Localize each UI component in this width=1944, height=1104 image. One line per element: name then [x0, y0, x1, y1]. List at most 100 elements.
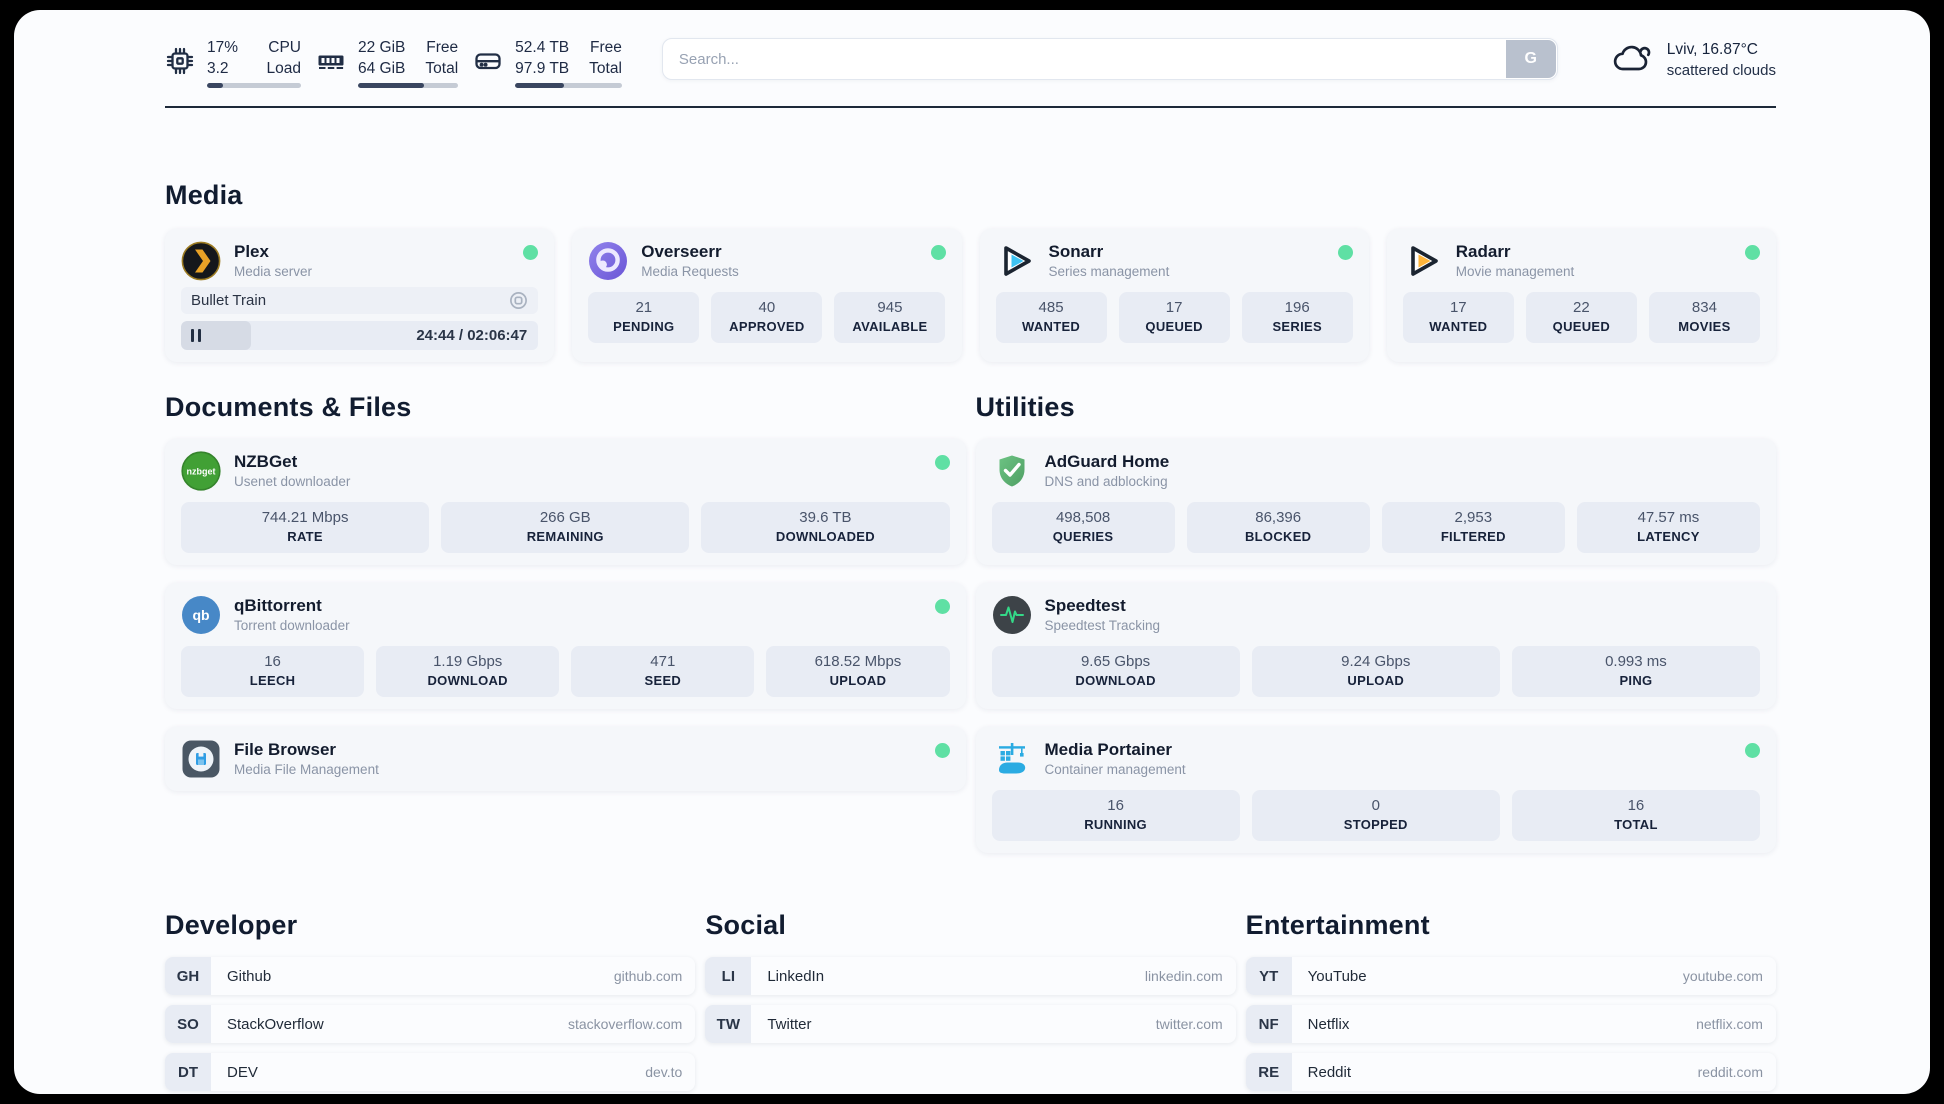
- link-badge: RE: [1245, 1053, 1292, 1091]
- stat-box: 16 LEECH: [181, 646, 365, 697]
- qbittorrent-icon: qb: [181, 595, 221, 635]
- link-netflix[interactable]: NF Netflix netflix.com: [1245, 1005, 1776, 1043]
- app-name: Radarr: [1455, 242, 1511, 261]
- disk-labels: Free Total: [589, 39, 622, 77]
- stat-box: 17 WANTED: [1402, 292, 1514, 343]
- app-subtitle: Container management: [1044, 762, 1186, 777]
- link-badge: DT: [165, 1053, 211, 1091]
- nzbget-icon: nzbget: [181, 451, 221, 491]
- stat-box: 39.6 TB DOWNLOADED: [701, 502, 950, 553]
- stat-box: 945 AVAILABLE: [834, 292, 946, 343]
- link-twitter[interactable]: TW Twitter twitter.com: [705, 1005, 1236, 1043]
- speedtest-card[interactable]: Speedtest Speedtest Tracking 9.65 Gbps D…: [975, 583, 1776, 709]
- stat-value: 945: [877, 299, 903, 316]
- stat-value: 485: [1038, 299, 1064, 316]
- stat-box: 471 SEED: [571, 646, 755, 697]
- link-url: reddit.com: [1697, 1064, 1763, 1080]
- cpu-values: 17% 3.2: [207, 39, 239, 77]
- link-name: Github: [227, 967, 272, 985]
- weather-location-temp: Lviv, 16.87°C: [1666, 41, 1758, 58]
- link-name: DEV: [227, 1063, 258, 1081]
- stat-value: 0: [1371, 797, 1380, 814]
- pause-button[interactable]: [191, 321, 201, 350]
- link-stackoverflow[interactable]: SO StackOverflow stackoverflow.com: [165, 1005, 696, 1043]
- link-reddit[interactable]: RE Reddit reddit.com: [1245, 1053, 1776, 1091]
- stat-value: 22: [1573, 299, 1590, 316]
- stat-label: LATENCY: [1637, 529, 1700, 544]
- overseerr-icon: [588, 241, 628, 281]
- status-dot-online: [934, 743, 950, 758]
- stat-value: 471: [650, 653, 676, 670]
- qbittorrent-card[interactable]: qb qBittorrent Torrent downloader: [165, 583, 966, 709]
- developer-section: Developer GH Github github.com SO StackO…: [165, 910, 696, 1091]
- sonarr-card[interactable]: Sonarr Series management 485 WANTED 17 Q…: [979, 229, 1369, 362]
- ram-progress-bar: [358, 83, 459, 88]
- stat-box: 2,953 FILTERED: [1381, 502, 1565, 553]
- weather-widget: Lviv, 16.87°C scattered clouds: [1610, 39, 1776, 81]
- stat-value: 196: [1284, 299, 1310, 316]
- plex-card[interactable]: Plex Media server Bullet Train: [165, 229, 555, 362]
- status-dot-online: [1745, 743, 1760, 758]
- stat-box: 485 WANTED: [995, 292, 1107, 343]
- app-subtitle: Media server: [234, 264, 313, 279]
- stat-value: 47.57 ms: [1637, 509, 1700, 526]
- cpu-labels: CPU Load: [266, 39, 301, 77]
- media-session-icon[interactable]: [509, 291, 528, 310]
- stat-label: UPLOAD: [1347, 673, 1405, 688]
- stat-label: MOVIES: [1678, 319, 1731, 334]
- status-dot-online: [1745, 245, 1760, 260]
- app-subtitle: Media File Management: [234, 762, 379, 777]
- search-input[interactable]: [661, 38, 1558, 80]
- app-name: Media Portainer: [1044, 740, 1173, 759]
- cpu-icon: [165, 46, 195, 81]
- link-youtube[interactable]: YT YouTube youtube.com: [1245, 957, 1776, 995]
- stat-box: 22 QUEUED: [1525, 292, 1637, 343]
- stat-value: 498,508: [1055, 509, 1111, 526]
- status-dot-online: [934, 599, 950, 614]
- playback-time: 24:44 / 02:06:47: [416, 327, 528, 344]
- stat-label: WANTED: [1021, 319, 1081, 334]
- ram-icon: [316, 46, 346, 81]
- social-section: Social LI LinkedIn linkedin.com TW Twitt…: [705, 910, 1236, 1091]
- radarr-icon: [1403, 241, 1443, 281]
- stat-label: WANTED: [1429, 319, 1488, 334]
- app-name: Plex: [234, 242, 269, 261]
- stat-value: 1.19 Gbps: [433, 653, 503, 670]
- radarr-card[interactable]: Radarr Movie management 17 WANTED 22 QUE…: [1386, 229, 1776, 362]
- app-name: Speedtest: [1044, 596, 1126, 615]
- link-github[interactable]: GH Github github.com: [165, 957, 696, 995]
- app-subtitle: Media Requests: [641, 264, 739, 279]
- stat-box: 9.65 Gbps DOWNLOAD: [991, 646, 1240, 697]
- stat-value: 9.65 Gbps: [1080, 653, 1151, 670]
- stat-box: 744.21 Mbps RATE: [181, 502, 430, 553]
- link-name: Netflix: [1307, 1015, 1350, 1033]
- link-badge: YT: [1245, 957, 1292, 995]
- overseerr-card[interactable]: Overseerr Media Requests 21 PENDING 40 A…: [572, 229, 962, 362]
- stat-label: QUERIES: [1052, 529, 1114, 544]
- stat-label: TOTAL: [1614, 817, 1658, 832]
- link-url: youtube.com: [1682, 968, 1763, 984]
- disk-stat: 52.4 TB 97.9 TB Free Total: [473, 37, 622, 88]
- section-title-entertainment: Entertainment: [1245, 910, 1430, 940]
- stat-label: QUEUED: [1145, 319, 1203, 334]
- filebrowser-card[interactable]: File Browser Media File Management: [165, 727, 966, 791]
- link-dev[interactable]: DT DEV dev.to: [165, 1053, 696, 1091]
- stat-box: 266 GB REMAINING: [441, 502, 690, 553]
- link-url: linkedin.com: [1144, 968, 1223, 984]
- cpu-progress-bar: [207, 83, 301, 88]
- portainer-icon: [992, 739, 1032, 779]
- link-badge: LI: [705, 957, 752, 995]
- adguard-icon: [992, 451, 1032, 491]
- search-engine-button[interactable]: G: [1505, 40, 1556, 78]
- cpu-stat: 17% 3.2 CPU Load: [165, 37, 301, 88]
- portainer-card[interactable]: Media Portainer Container management 16 …: [975, 727, 1776, 853]
- adguard-card[interactable]: AdGuard Home DNS and adblocking 498,508 …: [975, 439, 1776, 565]
- stat-value: 16: [1107, 797, 1124, 814]
- stat-value: 86,396: [1255, 509, 1302, 526]
- nzbget-card[interactable]: nzbget NZBGet Usenet downloader 74: [165, 439, 966, 565]
- sonarr-icon: [996, 241, 1036, 281]
- stat-value: 17: [1449, 299, 1467, 316]
- status-dot-online: [1337, 245, 1353, 260]
- link-linkedin[interactable]: LI LinkedIn linkedin.com: [705, 957, 1236, 995]
- system-stats: 17% 3.2 CPU Load: [165, 37, 622, 88]
